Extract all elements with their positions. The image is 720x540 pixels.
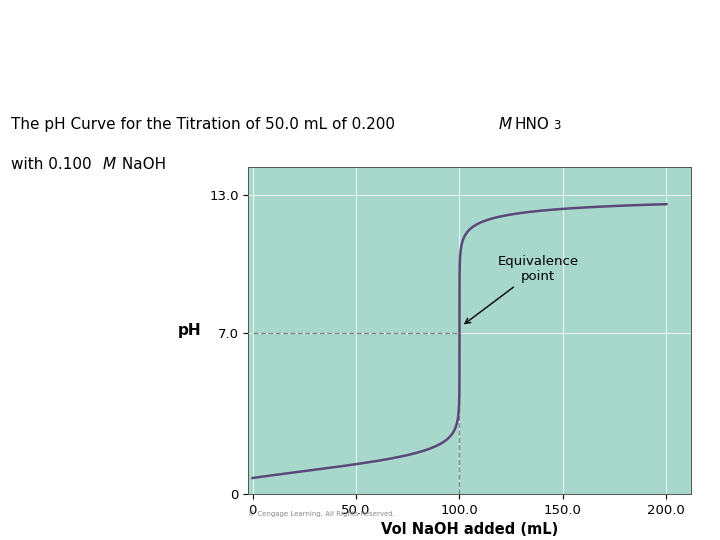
Text: The pH Curve for the Titration of 50.0 mL of 0.200: The pH Curve for the Titration of 50.0 m…	[11, 117, 400, 132]
X-axis label: Vol NaOH added (mL): Vol NaOH added (mL)	[381, 522, 559, 537]
Text: 3: 3	[553, 119, 560, 132]
Text: Equivalence
point: Equivalence point	[465, 255, 579, 323]
Text: NaOH: NaOH	[117, 157, 166, 172]
Text: M: M	[102, 157, 115, 172]
Y-axis label: pH: pH	[178, 323, 202, 338]
Text: Titrations and pH Curves: Titrations and pH Curves	[12, 62, 235, 80]
Text: Section 15.4: Section 15.4	[12, 22, 149, 41]
Text: © Cengage Learning. All Rights Reserved.: © Cengage Learning. All Rights Reserved.	[248, 510, 395, 517]
Text: M: M	[499, 117, 512, 132]
Text: with 0.100: with 0.100	[11, 157, 96, 172]
Text: HNO: HNO	[515, 117, 549, 132]
